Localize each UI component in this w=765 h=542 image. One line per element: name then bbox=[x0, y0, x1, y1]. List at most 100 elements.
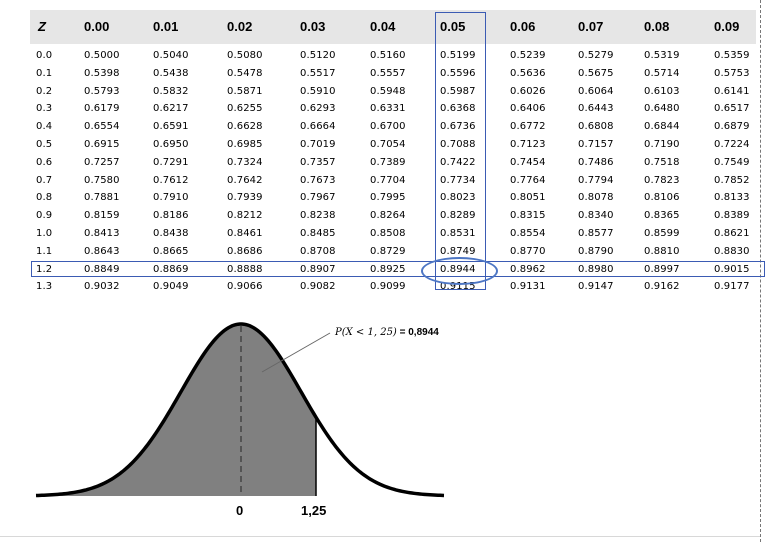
table-cell: 0.6217 bbox=[153, 103, 189, 115]
table-cell: 0.8830 bbox=[714, 245, 750, 257]
table-cell: 0.5675 bbox=[578, 67, 614, 79]
formula-pointer-line bbox=[261, 332, 331, 373]
table-cell: 0.5000 bbox=[84, 50, 120, 61]
circled-value-ellipse bbox=[421, 257, 498, 285]
table-cell: 0.7486 bbox=[578, 156, 614, 168]
table-cell: 0.6591 bbox=[153, 121, 189, 133]
table-cell: 0.9049 bbox=[153, 281, 189, 293]
table-cell: 0.8186 bbox=[153, 210, 189, 222]
normal-curve-diagram bbox=[35, 322, 445, 498]
table-cell: 0.6064 bbox=[578, 85, 614, 97]
table-cell: 0.7823 bbox=[644, 174, 680, 186]
table-cell: 0.6879 bbox=[714, 121, 750, 133]
table-cell: 0.6950 bbox=[153, 139, 189, 150]
table-cell: 0.8365 bbox=[644, 210, 680, 222]
row-z-label: 1.3 bbox=[36, 281, 53, 293]
table-cell: 0.5478 bbox=[227, 67, 263, 79]
table-cell: 0.8643 bbox=[84, 245, 120, 257]
probability-formula: P(X < 1, 25) = 0,8944 bbox=[335, 327, 439, 339]
table-cell: 0.5359 bbox=[714, 50, 750, 61]
table-cell: 0.5160 bbox=[370, 50, 406, 61]
page-edge-bottom bbox=[0, 536, 760, 537]
table-cell: 0.7549 bbox=[714, 156, 750, 168]
table-cell: 0.6368 bbox=[440, 103, 476, 115]
row-z-label: 1.1 bbox=[36, 245, 53, 257]
formula-result: = 0,8944 bbox=[396, 327, 439, 338]
table-cell: 0.9131 bbox=[510, 281, 546, 293]
table-cell: 0.5636 bbox=[510, 67, 546, 79]
table-cell: 0.6103 bbox=[644, 85, 680, 97]
header-col-0-01: 0.01 bbox=[153, 19, 179, 34]
table-cell: 0.6915 bbox=[84, 139, 120, 150]
table-cell: 0.6179 bbox=[84, 103, 120, 115]
header-col-0-07: 0.07 bbox=[578, 19, 604, 34]
row-z-label: 0.8 bbox=[36, 192, 53, 204]
table-cell: 0.5080 bbox=[227, 50, 263, 61]
table-cell: 0.8438 bbox=[153, 228, 189, 239]
table-cell: 0.8238 bbox=[300, 210, 336, 222]
table-cell: 0.6664 bbox=[300, 121, 336, 133]
table-cell: 0.8485 bbox=[300, 228, 336, 239]
table-cell: 0.7357 bbox=[300, 156, 336, 168]
table-cell: 0.6808 bbox=[578, 121, 614, 133]
table-cell: 0.7995 bbox=[370, 192, 406, 204]
header-col-0-02: 0.02 bbox=[227, 19, 253, 34]
table-cell: 0.7734 bbox=[440, 174, 476, 186]
table-cell: 0.7190 bbox=[644, 139, 680, 150]
table-cell: 0.5987 bbox=[440, 85, 476, 97]
table-cell: 0.5398 bbox=[84, 67, 120, 79]
table-cell: 0.9115 bbox=[440, 281, 476, 293]
table-cell: 0.9099 bbox=[370, 281, 406, 293]
table-cell: 0.7642 bbox=[227, 174, 263, 186]
table-cell: 0.9015 bbox=[714, 263, 750, 275]
table-cell: 0.8907 bbox=[300, 263, 336, 275]
table-cell: 0.6141 bbox=[714, 85, 750, 97]
table-cell: 0.6480 bbox=[644, 103, 680, 115]
row-z-label: 0.4 bbox=[36, 121, 53, 133]
table-cell: 0.8264 bbox=[370, 210, 406, 222]
table-cell: 0.7881 bbox=[84, 192, 120, 204]
table-cell: 0.7673 bbox=[300, 174, 336, 186]
page-edge-dashed bbox=[760, 0, 761, 542]
table-cell: 0.5279 bbox=[578, 50, 614, 61]
table-cell: 0.7612 bbox=[153, 174, 189, 186]
table-cell: 0.6517 bbox=[714, 103, 750, 115]
table-cell: 0.8106 bbox=[644, 192, 680, 204]
table-cell: 0.8078 bbox=[578, 192, 614, 204]
table-cell: 0.7123 bbox=[510, 139, 546, 150]
header-col-0-00: 0.00 bbox=[84, 19, 110, 34]
table-cell: 0.7088 bbox=[440, 139, 476, 150]
table-cell: 0.6772 bbox=[510, 121, 546, 133]
table-cell: 0.9066 bbox=[227, 281, 263, 293]
table-cell: 0.8531 bbox=[440, 228, 476, 239]
table-cell: 0.5319 bbox=[644, 50, 680, 61]
header-col-0-09: 0.09 bbox=[714, 19, 740, 34]
table-cell: 0.8508 bbox=[370, 228, 406, 239]
row-z-label: 0.3 bbox=[36, 103, 53, 115]
row-z-label: 0.7 bbox=[36, 174, 53, 186]
table-cell: 0.5832 bbox=[153, 85, 189, 97]
table-cell: 0.5517 bbox=[300, 67, 336, 79]
table-cell: 0.7422 bbox=[440, 156, 476, 168]
table-cell: 0.7967 bbox=[300, 192, 336, 204]
row-z-label: 1.0 bbox=[36, 228, 53, 239]
table-cell: 0.8023 bbox=[440, 192, 476, 204]
table-cell: 0.8962 bbox=[510, 263, 546, 275]
header-col-0-06: 0.06 bbox=[510, 19, 536, 34]
table-cell: 0.7291 bbox=[153, 156, 189, 168]
table-cell: 0.5239 bbox=[510, 50, 546, 61]
table-cell: 0.8212 bbox=[227, 210, 263, 222]
table-cell: 0.8729 bbox=[370, 245, 406, 257]
row-z-label: 0.9 bbox=[36, 210, 53, 222]
row-z-label: 0.5 bbox=[36, 139, 53, 150]
header-col-0-03: 0.03 bbox=[300, 19, 326, 34]
table-cell: 0.6331 bbox=[370, 103, 406, 115]
table-cell: 0.6736 bbox=[440, 121, 476, 133]
table-cell: 0.8888 bbox=[227, 263, 263, 275]
table-header-row bbox=[30, 10, 756, 44]
z-table: Z 0.00 0.01 0.02 0.03 0.04 0.05 0.06 0.07 0.08 0.0… bbox=[30, 10, 765, 296]
table-cell: 0.7518 bbox=[644, 156, 680, 168]
header-col-0-04: 0.04 bbox=[370, 19, 396, 34]
shaded-probability-area bbox=[36, 324, 316, 496]
